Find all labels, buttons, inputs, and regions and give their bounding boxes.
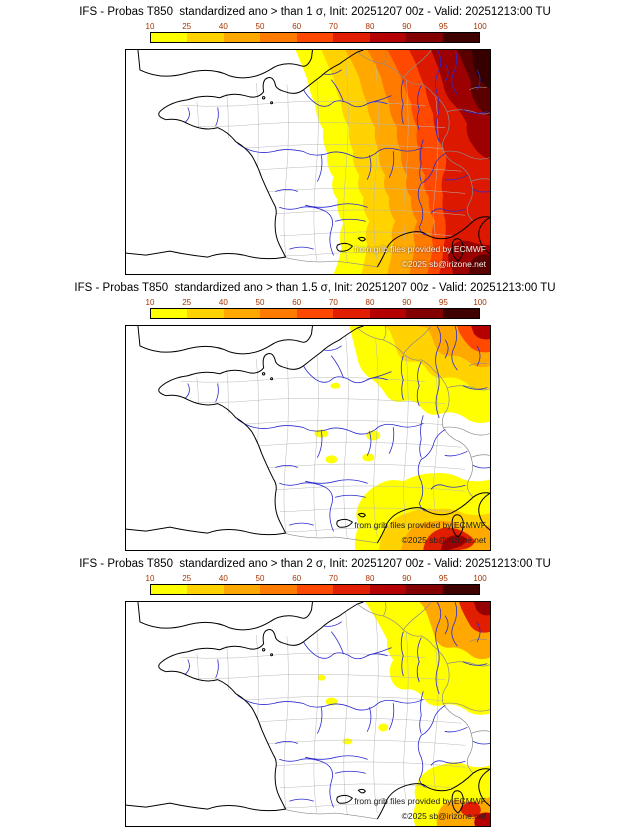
colorbar-segment <box>369 33 407 42</box>
probability-fill-layer <box>314 326 490 550</box>
colorbar-segment <box>223 309 261 318</box>
panel-proba-gt-2sigma: IFS - Probas T850 standardized ano > tha… <box>0 552 630 828</box>
copyright-credit: ©2025 sb@irizone.net <box>401 259 486 269</box>
probability-map-2sigma: from grib files provided by ECMWF ©2025 … <box>125 601 491 827</box>
ecmwf-credit: from grib files provided by ECMWF <box>354 520 486 530</box>
colorbar-tick: 70 <box>328 298 338 307</box>
colorbar-segment <box>223 33 261 42</box>
copyright-credit: ©2025 sb@irizone.net <box>401 535 486 545</box>
colorbar-tick: 90 <box>402 298 412 307</box>
colorbar-segment <box>187 585 224 594</box>
colorbar-tick-labels: 10 25 40 50 60 70 80 90 95 100 <box>146 574 487 584</box>
colorbar-gradient <box>150 584 480 595</box>
colorbar-segment <box>260 585 297 594</box>
panel-title: IFS - Probas T850 standardized ano > tha… <box>74 282 556 294</box>
colorbar-segment <box>406 309 443 318</box>
colorbar-gradient <box>150 308 480 319</box>
colorbar-segment <box>151 309 188 318</box>
colorbar-segment <box>223 585 261 594</box>
colorbar-segment <box>151 585 188 594</box>
colorbar-segment <box>369 309 407 318</box>
panel-proba-gt-1point5sigma: IFS - Probas T850 standardized ano > tha… <box>0 276 630 552</box>
probability-colorbar: 10 25 40 50 60 70 80 90 95 100 <box>146 574 487 595</box>
colorbar-tick: 60 <box>292 298 302 307</box>
colorbar-tick: 40 <box>218 574 228 583</box>
colorbar-tick: 80 <box>365 574 375 583</box>
colorbar-segment <box>187 33 224 42</box>
map-svg-2 <box>126 326 490 550</box>
panel-title: IFS - Probas T850 standardized ano > tha… <box>79 558 551 570</box>
colorbar-tick: 25 <box>182 298 192 307</box>
colorbar-tick: 10 <box>145 22 155 31</box>
colorbar-tick: 25 <box>182 574 192 583</box>
colorbar-tick: 50 <box>255 298 265 307</box>
colorbar-tick: 95 <box>438 574 448 583</box>
panel-proba-gt-1sigma: IFS - Probas T850 standardized ano > tha… <box>0 0 630 276</box>
probability-colorbar: 10 25 40 50 60 70 80 90 95 100 <box>146 22 487 43</box>
panel-title: IFS - Probas T850 standardized ano > tha… <box>79 6 551 18</box>
colorbar-tick: 40 <box>218 298 228 307</box>
probability-colorbar: 10 25 40 50 60 70 80 90 95 100 <box>146 298 487 319</box>
colorbar-tick: 100 <box>473 22 487 31</box>
colorbar-tick-labels: 10 25 40 50 60 70 80 90 95 100 <box>146 22 487 32</box>
colorbar-segment <box>406 585 443 594</box>
colorbar-segment <box>333 309 370 318</box>
colorbar-segment <box>442 33 479 42</box>
colorbar-tick: 10 <box>145 574 155 583</box>
colorbar-tick: 80 <box>365 298 375 307</box>
ecmwf-credit: from grib files provided by ECMWF <box>354 244 486 254</box>
colorbar-tick: 40 <box>218 22 228 31</box>
colorbar-segment <box>442 585 479 594</box>
colorbar-segment <box>151 33 188 42</box>
probability-map-1point5sigma: from grib files provided by ECMWF ©2025 … <box>125 325 491 551</box>
map-svg-1 <box>126 50 490 274</box>
colorbar-tick: 95 <box>438 298 448 307</box>
colorbar-segment <box>296 33 334 42</box>
colorbar-segment <box>296 585 334 594</box>
probability-map-1sigma: from grib files provided by ECMWF ©2025 … <box>125 49 491 275</box>
colorbar-tick: 70 <box>328 22 338 31</box>
copyright-credit: ©2025 sb@irizone.net <box>401 811 486 821</box>
colorbar-segment <box>187 309 224 318</box>
colorbar-segment <box>260 309 297 318</box>
colorbar-tick: 80 <box>365 22 375 31</box>
ecmwf-credit: from grib files provided by ECMWF <box>354 796 486 806</box>
colorbar-segment <box>333 33 370 42</box>
colorbar-tick-labels: 10 25 40 50 60 70 80 90 95 100 <box>146 298 487 308</box>
colorbar-tick: 10 <box>145 298 155 307</box>
colorbar-gradient <box>150 32 480 43</box>
colorbar-tick: 90 <box>402 22 412 31</box>
colorbar-tick: 50 <box>255 22 265 31</box>
colorbar-segment <box>296 309 334 318</box>
colorbar-segment <box>442 309 479 318</box>
colorbar-tick: 100 <box>473 298 487 307</box>
colorbar-segment <box>260 33 297 42</box>
colorbar-tick: 90 <box>402 574 412 583</box>
colorbar-segment <box>406 33 443 42</box>
colorbar-segment <box>333 585 370 594</box>
map-svg-3 <box>126 602 490 826</box>
probability-fill-layer <box>317 602 490 826</box>
colorbar-tick: 25 <box>182 22 192 31</box>
colorbar-segment <box>369 585 407 594</box>
colorbar-tick: 60 <box>292 22 302 31</box>
colorbar-tick: 50 <box>255 574 265 583</box>
colorbar-tick: 70 <box>328 574 338 583</box>
colorbar-tick: 60 <box>292 574 302 583</box>
colorbar-tick: 100 <box>473 574 487 583</box>
colorbar-tick: 95 <box>438 22 448 31</box>
